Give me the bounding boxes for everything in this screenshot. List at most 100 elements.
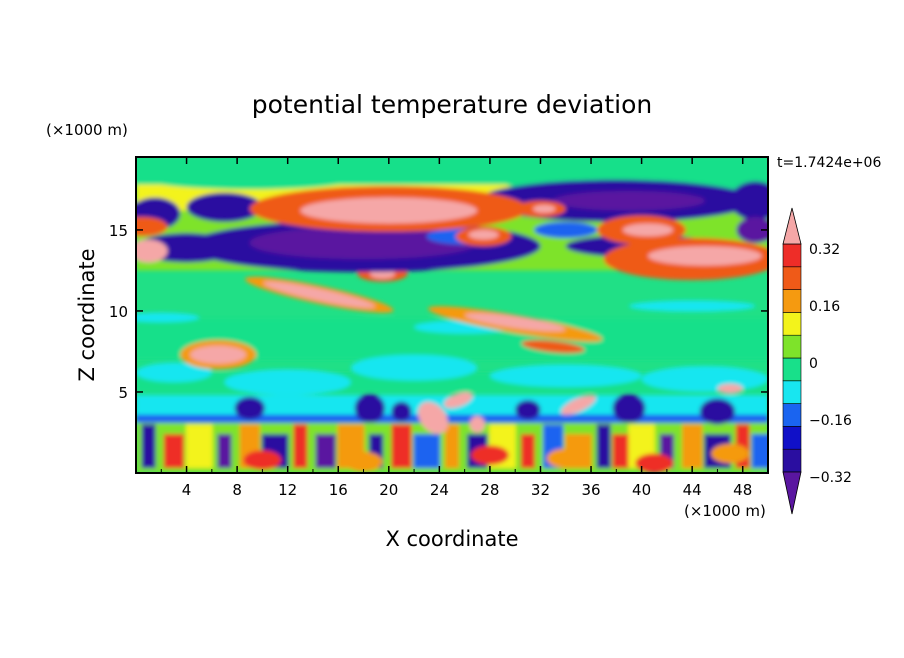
x-tick-label: 16 — [329, 481, 348, 499]
plot-frame — [135, 156, 769, 474]
warm-core-right — [647, 246, 762, 266]
streak — [190, 345, 246, 364]
colorbar-tick-label: 0.16 — [809, 299, 840, 315]
pink-plume — [469, 416, 485, 433]
pink-plume — [717, 383, 743, 394]
purple-right — [736, 216, 768, 243]
blue-patch — [534, 221, 598, 239]
cyan-line — [628, 300, 756, 312]
x-tick-label: 4 — [182, 481, 192, 499]
streak — [263, 281, 375, 308]
x-unit-label: (×1000 m) — [684, 502, 766, 520]
plume — [520, 434, 535, 469]
plume — [217, 434, 232, 469]
x-tick-label: 36 — [581, 481, 600, 499]
surface-blob — [470, 445, 509, 465]
x-tick-label: 12 — [278, 481, 297, 499]
x-tick-label: 44 — [683, 481, 702, 499]
top-green-patch — [136, 163, 364, 190]
colorbar-bin — [782, 448, 802, 473]
y-tick-label: 15 — [109, 222, 128, 240]
plume — [391, 424, 412, 469]
navy-upper-right — [730, 181, 768, 221]
plume — [141, 424, 156, 469]
cyan-patch — [224, 369, 351, 396]
colorbar-bin — [782, 357, 802, 382]
colorbar-labels: 0.32 0.16 0 −0.16 −0.32 — [809, 242, 852, 486]
navy-dome — [391, 401, 412, 422]
colorbar-tick-label: 0 — [809, 356, 818, 372]
colorbar-top-arrow — [782, 207, 802, 245]
plume — [413, 434, 440, 469]
surface-blob — [344, 451, 383, 472]
x-tick-label: 8 — [232, 481, 242, 499]
plot-area — [136, 157, 768, 473]
colorbar-bin — [782, 266, 802, 290]
navy-dome — [515, 400, 541, 420]
y-axis-ticks: 5 10 15 — [109, 222, 768, 402]
chart-title: potential temperature deviation — [252, 90, 652, 119]
x-tick-label: 48 — [733, 481, 752, 499]
time-label: t=1.7424e+06 — [777, 155, 881, 171]
cyan-patch — [641, 366, 768, 392]
surface-blob — [546, 448, 585, 469]
cyan-patch — [350, 354, 478, 381]
y-axis-label: Z coordinate — [75, 248, 99, 381]
surface-blob — [711, 443, 750, 464]
warm-left — [136, 239, 168, 263]
x-tick-label: 28 — [480, 481, 499, 499]
pink-plume — [560, 395, 596, 415]
colorbar-bin — [782, 334, 802, 359]
x-tick-label: 40 — [632, 481, 651, 499]
plume — [315, 434, 336, 469]
plume — [612, 434, 633, 469]
x-axis-label: X coordinate — [385, 527, 518, 551]
surface-blob — [635, 453, 674, 473]
y-tick-label: 5 — [118, 384, 128, 402]
plume — [445, 424, 459, 469]
colorbar-bin — [782, 403, 802, 427]
navy-dome — [612, 393, 646, 423]
warm-spot-core — [468, 229, 499, 240]
pink-plume — [443, 392, 473, 409]
colorbar-bin — [782, 426, 802, 450]
surface-blob — [243, 450, 282, 470]
colorbar-tick-label: 0.32 — [809, 242, 840, 258]
cyan-patch — [489, 364, 642, 388]
navy-dome — [354, 393, 386, 423]
navy-dome — [234, 396, 265, 420]
colorbar-tick-label: −0.16 — [809, 413, 852, 429]
streak — [521, 340, 585, 354]
cyan-patch — [136, 362, 212, 383]
colorbar-bin — [782, 312, 802, 336]
x-axis-ticks: 4 8 12 16 20 24 28 32 36 40 44 48 — [160, 157, 752, 499]
temperature-field — [136, 157, 768, 473]
x-tick-label: 32 — [531, 481, 550, 499]
colorbar-bin — [782, 243, 802, 268]
plume — [185, 424, 213, 469]
warm-spot-core — [532, 204, 556, 213]
plume — [751, 434, 768, 469]
plume — [682, 424, 703, 469]
x-tick-label: 24 — [430, 481, 449, 499]
navy-dome — [699, 398, 736, 425]
navy-upper-left — [186, 192, 263, 222]
cyan-line — [136, 312, 200, 323]
boundary-line — [136, 414, 768, 423]
purple-core — [249, 226, 478, 260]
warm-core — [622, 223, 674, 237]
y-unit-label: (×1000 m) — [46, 121, 128, 139]
colorbar-bottom-arrow — [782, 471, 802, 515]
colorbar-bin — [782, 289, 802, 313]
y-tick-label: 10 — [109, 303, 128, 321]
pink-plume — [418, 402, 449, 434]
warm-left — [136, 216, 168, 237]
x-tick-label: 20 — [379, 481, 398, 499]
plume — [596, 424, 611, 469]
colorbar — [782, 207, 802, 515]
colorbar-tick-label: −0.32 — [809, 470, 852, 486]
streak — [465, 313, 566, 332]
plume — [163, 434, 185, 469]
